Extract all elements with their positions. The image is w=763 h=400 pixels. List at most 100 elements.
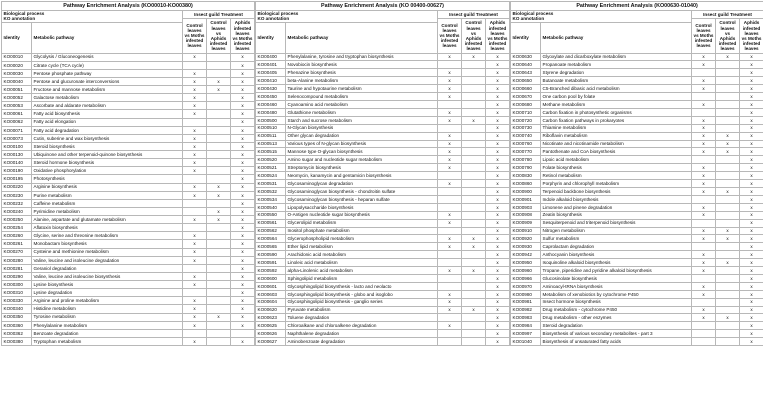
aphids-vs-moths-cell: x [739,100,763,109]
table-row: KO00561 Glycerolipid metabolism x x [255,218,511,228]
control-vs-aphids-cell [461,76,487,86]
table-row: KO00500 Starch and sucrose metabolism x x x [255,115,511,125]
aphids-vs-moths-cell: x [229,271,256,282]
pathway-cell: Glucosinolate biosynthesis [540,273,693,283]
pathway-cell: Photosynthesis [31,174,183,184]
identity-cell: KO00910 [510,226,542,236]
control-vs-moths-cell: x [182,125,207,135]
control-vs-moths-cell: x [182,182,207,192]
table-row: KO00830 Retinol metabolism x x [510,171,763,181]
table-row: KO00511 Other glycan degradation x x [255,131,511,141]
identity-cell: KO00405 [255,68,287,78]
table-row: KO00073 Cutin, suberine and wax biosynthe… [1,133,256,143]
control-vs-moths-cell: x [437,234,463,244]
table-row: KO00401 Novobiocin biosynthesis x [255,60,511,70]
table-row: KO00903 Limonene and pinene degradation x x [510,202,763,212]
aphids-vs-moths-cell: x [485,337,511,347]
control-vs-aphids-cell [715,92,741,101]
pathway-cell: beta-Alanine metabolism [285,76,439,86]
control-vs-aphids-cell [206,52,231,62]
aphids-vs-moths-cell: x [739,163,763,173]
control-vs-aphids-cell [715,329,741,339]
control-vs-moths-cell: x [182,133,207,143]
aphids-vs-moths-cell: x [485,281,511,291]
aphids-vs-moths-cell: x [229,68,256,78]
pathway-cell: Metabolism of xenobiotics by cytochrome … [540,289,693,299]
control-vs-aphids-cell [715,281,741,291]
aphids-vs-moths-cell: x [485,242,511,252]
aphids-vs-moths-cell: x [485,273,511,283]
identity-cell: KO00720 [510,115,542,125]
table-row: KO00281 Geraniol degradation x [1,263,256,273]
pathway-cell: Amino sugar and nucleotide sugar metabol… [285,155,439,165]
pathway-cell: alpha-Linolenic acid metabolism [285,266,439,275]
identity-cell: KO00232 [1,198,32,208]
control-vs-moths-cell [437,171,463,181]
pathway-cell: Glycosphingolipid biosynthesis - lacto a… [285,281,439,291]
identity-cell: KO00073 [1,133,32,143]
control-vs-aphids-cell [206,320,231,330]
panel-1-col-2: Control leaves vs Aphids infested leaves [206,18,231,54]
aphids-vs-moths-cell: x [229,198,256,208]
table-row: KO00430 Taurine and hypotaurine metabolis… [255,84,511,94]
identity-cell: KO00790 [510,163,542,173]
control-vs-moths-cell [437,281,463,291]
control-vs-moths-cell: x [437,107,463,117]
control-vs-aphids-cell [206,304,231,314]
control-vs-aphids-cell: x [206,215,231,225]
pathway-cell: Cutin, suberine and wax biosynthesis [31,133,183,143]
pathway-cell: Neomycin, kanamycin and gentamicin biosy… [285,171,439,181]
table-row: KO00450 Selenocompound metabolism x x [255,92,511,101]
aphids-vs-moths-cell: x [485,84,511,94]
panel-1-identity-header: Identity [1,21,32,54]
control-vs-aphids-cell [715,179,741,188]
control-vs-aphids-cell [715,337,741,347]
aphids-vs-moths-cell: x [739,313,763,323]
control-vs-moths-cell: x [691,115,717,125]
pathway-cell: Novobiocin biosynthesis [285,60,439,70]
control-vs-moths-cell [182,288,207,298]
table-row: KO00900 Terpenoid backbone biosynthesis x x… [510,186,763,196]
table-row: KO00562 Inositol phosphate metabolism x [255,226,511,236]
identity-cell: KO00280 [1,255,32,265]
table-row: KO00620 Pyruvate metabolism x x x [255,305,511,315]
control-vs-moths-cell: x [691,186,717,196]
control-vs-aphids-cell [206,174,231,184]
table-row: KO00565 Ether lipid metabolism x x x [255,242,511,252]
aphids-vs-moths-cell: x [485,297,511,307]
control-vs-aphids-cell [206,263,231,273]
control-vs-aphids-cell: x [206,312,231,322]
table-row: KO00240 Pyrimidine metabolism x x [1,206,256,217]
identity-cell: KO00350 [1,312,32,322]
identity-cell: KO00960 [510,266,542,275]
pathway-cell: Nitrogen metabolism [540,226,693,236]
panel-1-treatment-header: Insect guild Treatment [181,10,256,19]
table-row: KO00100 Steroid biosynthesis x x [1,141,256,152]
pathway-cell: Arginine biosynthesis [31,182,183,192]
pathway-cell: Glycosaminoglycan biosynthesis - chondro… [285,186,439,196]
table-row: KO00770 Pantothenate and CoA biosynthesis… [510,147,763,157]
control-vs-aphids-cell [206,247,231,257]
panel-1-col-3: Aphids infested leaves vs Moths infested… [229,18,256,54]
pathway-cell: Ether lipid metabolism [285,242,439,252]
aphids-vs-moths-cell: x [485,321,511,331]
control-vs-aphids-cell [461,210,487,220]
aphids-vs-moths-cell: x [229,117,256,127]
table-row: KO00730 Thiamine metabolism x x [510,123,763,133]
table-row: KO00254 Aflatoxin biosynthesis x [1,223,256,233]
control-vs-aphids-cell [461,123,487,133]
pathway-cell: Fatty acid biosynthesis [31,109,183,119]
control-vs-aphids-cell: x [206,182,231,192]
table-row: KO00220 Arginine biosynthesis x x x [1,182,256,192]
table-row: KO00140 Steroid hormone biosynthesis x x [1,158,256,168]
control-vs-moths-cell: x [437,68,463,78]
aphids-vs-moths-cell: x [229,182,256,192]
control-vs-moths-cell: x [437,266,463,275]
aphids-vs-moths-cell: x [229,239,256,249]
pathway-cell: Pantothenate and CoA biosynthesis [540,147,693,157]
panel-1-bp-header: Biological process KO annotation [1,10,183,23]
control-vs-aphids-cell [461,226,487,236]
control-vs-aphids-cell: x [206,76,231,87]
control-vs-aphids-cell [715,84,741,94]
identity-cell: KO00930 [510,242,542,252]
